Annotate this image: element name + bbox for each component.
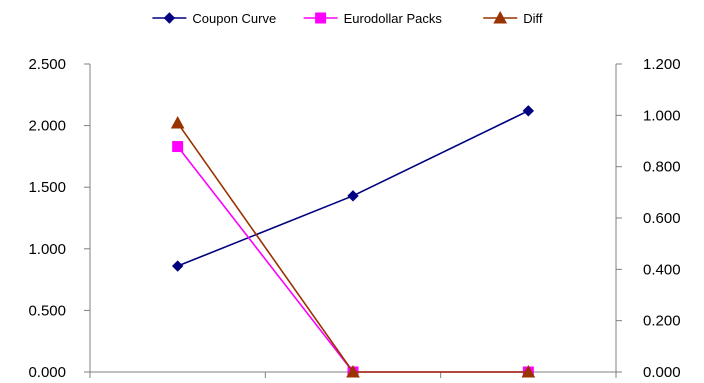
data-point-coupon-curve bbox=[522, 105, 535, 117]
data-point-coupon-curve bbox=[347, 190, 359, 202]
left-axis-tick-label: 1.000 bbox=[28, 241, 66, 258]
left-axis-tick-label: 1.500 bbox=[28, 179, 66, 196]
series-line-diff bbox=[177, 122, 529, 373]
right-axis-tick-label: 0.400 bbox=[643, 261, 681, 278]
left-axis-tick-label: 0.000 bbox=[28, 364, 66, 381]
series-line-coupon-curve bbox=[177, 110, 529, 267]
legend-item-diff: Diff bbox=[483, 10, 543, 26]
legend-marker bbox=[493, 10, 508, 24]
legend-marker bbox=[163, 12, 176, 24]
axes: 0.000 0.500 1.000 1.500 2.000 2.500 0.000 0.200… bbox=[28, 56, 680, 381]
left-axis-tick-label: 0.500 bbox=[28, 302, 66, 319]
legend-item-coupon-curve: Coupon Curve bbox=[152, 11, 276, 26]
series-line-eurodollar-packs bbox=[177, 146, 529, 373]
legend-marker bbox=[315, 12, 327, 24]
legend-label: Coupon Curve bbox=[192, 11, 276, 26]
left-axis-tick-label: 2.500 bbox=[28, 56, 66, 73]
right-axis-tick-label: 0.200 bbox=[643, 313, 681, 330]
plot-area bbox=[170, 105, 536, 378]
right-axis-tick-label: 1.000 bbox=[643, 107, 681, 124]
legend-item-eurodollar-packs: Eurodollar Packs bbox=[303, 11, 443, 26]
data-point-diff bbox=[170, 115, 185, 129]
data-point-diff bbox=[521, 364, 536, 378]
legend: Coupon Curve Eurodollar Packs Diff bbox=[152, 10, 543, 26]
data-point-diff bbox=[346, 364, 360, 378]
right-axis-tick-label: 0.600 bbox=[643, 210, 681, 227]
legend-label: Diff bbox=[523, 11, 543, 26]
left-axis-tick-label: 2.000 bbox=[28, 118, 66, 135]
data-point-eurodollar-packs bbox=[172, 141, 184, 153]
data-point-coupon-curve bbox=[171, 260, 184, 272]
right-axis-tick-label: 0.000 bbox=[643, 364, 681, 381]
right-axis-tick-label: 1.200 bbox=[643, 56, 681, 73]
legend-label: Eurodollar Packs bbox=[344, 11, 443, 26]
right-axis-tick-label: 0.800 bbox=[643, 159, 681, 176]
